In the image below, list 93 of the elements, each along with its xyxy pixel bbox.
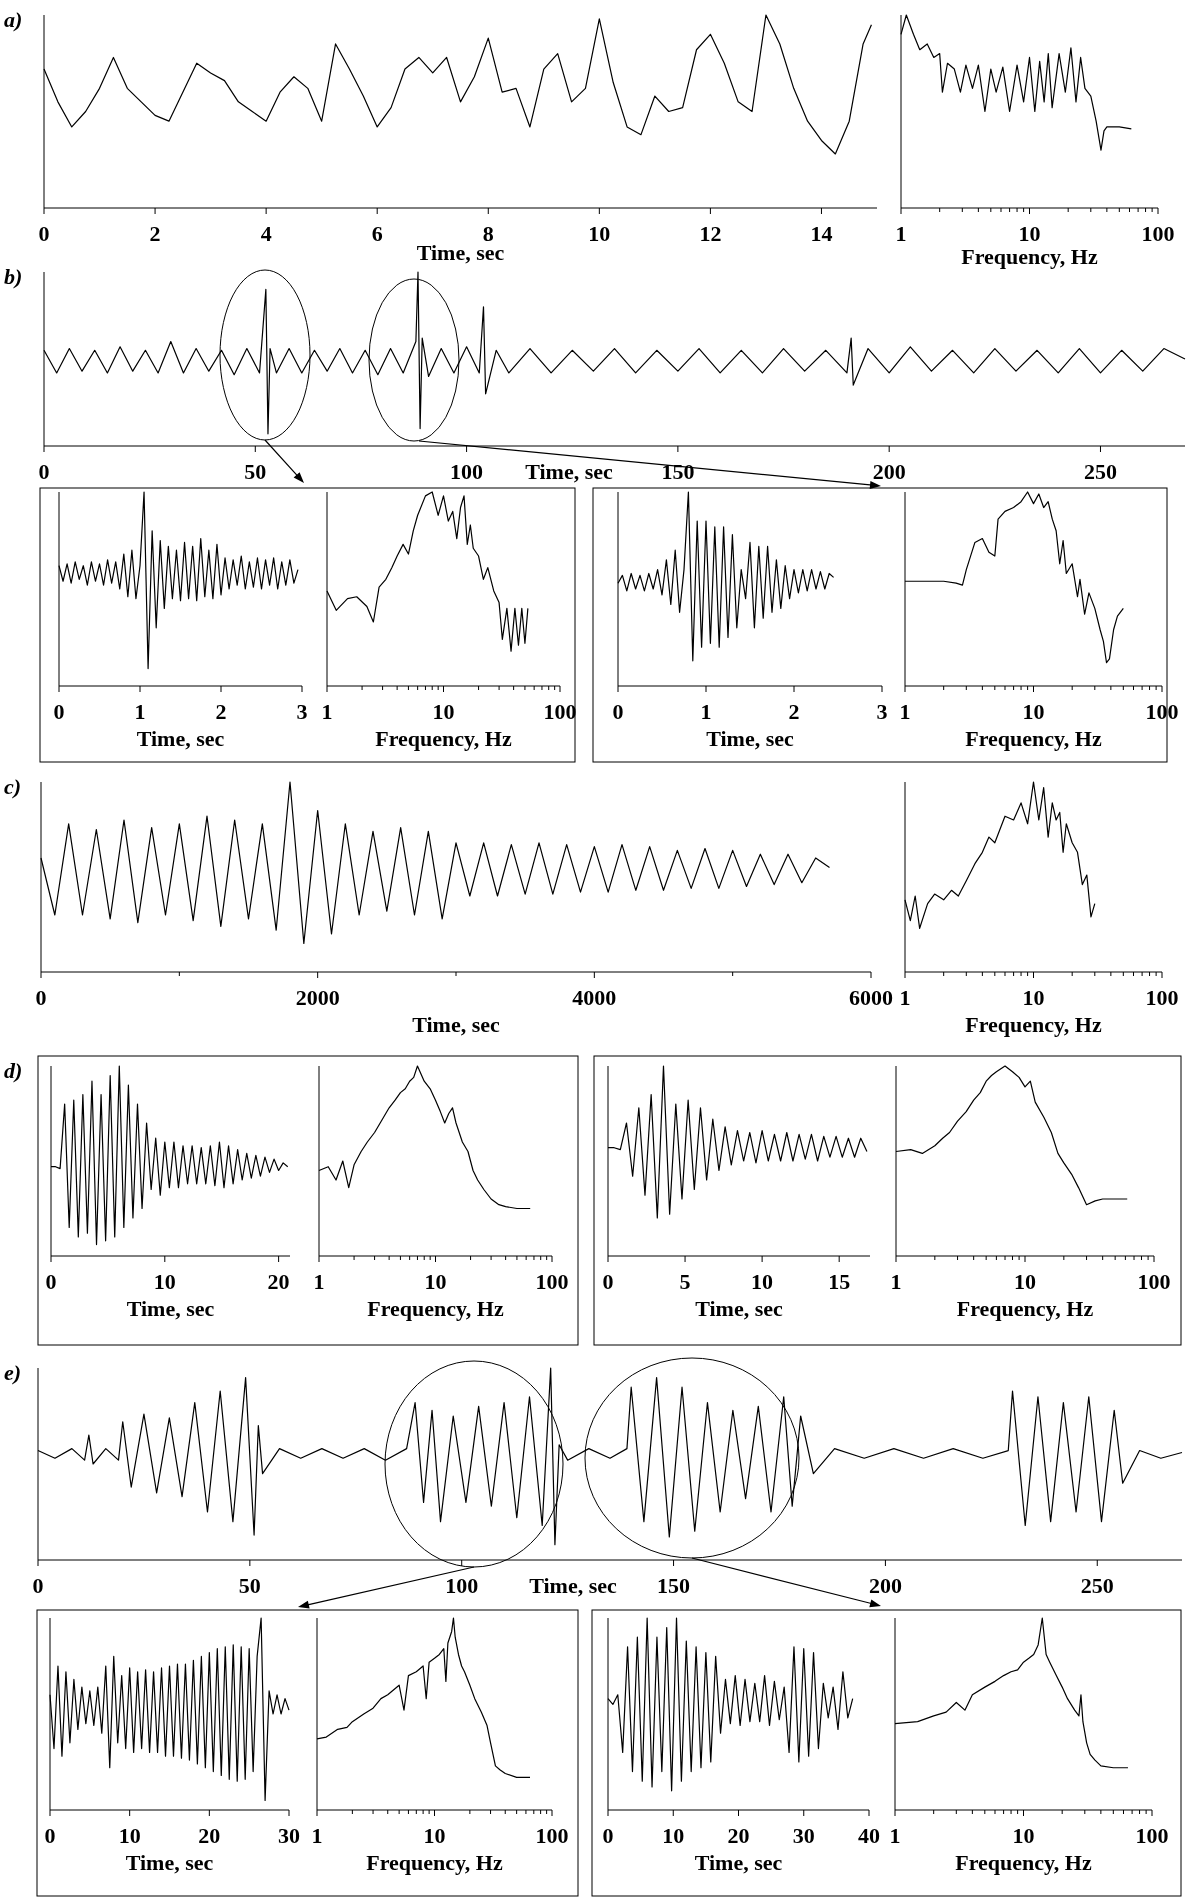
x-tick-label: 100	[535, 1269, 569, 1294]
chart-title: b)	[4, 264, 23, 289]
x-tick-label: 0	[32, 1573, 44, 1598]
x-tick-label: 1	[700, 699, 712, 724]
chart-title: c)	[4, 774, 22, 799]
x-axis-title: Frequency, Hz	[375, 726, 512, 751]
x-tick-label: 1	[321, 699, 333, 724]
x-tick-label: 100	[1141, 221, 1175, 246]
x-axis-title: Frequency, Hz	[956, 1296, 1094, 1321]
x-tick-label: 10	[751, 1269, 774, 1294]
x-tick-label: 100	[1135, 1823, 1169, 1848]
x-tick-label: 10	[1022, 699, 1045, 724]
x-tick-label: 3	[876, 699, 888, 724]
x-tick-label: 6	[371, 221, 383, 246]
x-tick-label: 0	[53, 699, 65, 724]
x-tick-label: 5	[679, 1269, 691, 1294]
x-axis-title: Frequency, Hz	[961, 244, 1098, 269]
x-tick-label: 100	[445, 1573, 479, 1598]
x-tick-label: 10	[588, 221, 611, 246]
x-axis-title: Time, sec	[529, 1573, 618, 1598]
x-tick-label: 30	[792, 1823, 815, 1848]
x-tick-label: 10	[424, 1269, 447, 1294]
x-tick-label: 10	[432, 699, 455, 724]
x-tick-label: 4	[260, 221, 272, 246]
x-tick-label: 2	[788, 699, 800, 724]
x-tick-label: 10	[1014, 1269, 1036, 1294]
x-tick-label: 50	[238, 1573, 261, 1598]
x-tick-label: 1	[313, 1269, 325, 1294]
x-tick-label: 40	[858, 1823, 880, 1848]
x-tick-label: 0	[38, 459, 50, 484]
x-tick-label: 200	[868, 1573, 902, 1598]
x-tick-label: 1	[890, 1269, 902, 1294]
x-axis-title: Time, sec	[694, 1850, 783, 1875]
x-tick-label: 30	[278, 1823, 300, 1848]
x-tick-label: 20	[727, 1823, 750, 1848]
x-axis-title: Frequency, Hz	[965, 1012, 1102, 1037]
x-tick-label: 1	[895, 221, 907, 246]
x-tick-label: 10	[1018, 221, 1041, 246]
x-tick-label: 0	[44, 1823, 56, 1848]
x-tick-label: 10	[118, 1823, 141, 1848]
x-axis-title: Frequency, Hz	[367, 1296, 504, 1321]
x-tick-label: 250	[1083, 459, 1117, 484]
x-tick-label: 1	[311, 1823, 323, 1848]
x-tick-label: 1	[889, 1823, 901, 1848]
x-tick-label: 200	[872, 459, 906, 484]
x-tick-label: 1	[899, 985, 911, 1010]
x-tick-label: 14	[810, 221, 833, 246]
x-axis-title: Time, sec	[525, 459, 614, 484]
x-tick-label: 2	[149, 221, 161, 246]
x-tick-label: 20	[267, 1269, 290, 1294]
x-tick-label: 250	[1080, 1573, 1114, 1598]
x-tick-label: 15	[828, 1269, 851, 1294]
x-axis-title: Time, sec	[695, 1296, 784, 1321]
x-tick-label: 2	[215, 699, 227, 724]
x-tick-label: 150	[661, 459, 695, 484]
x-tick-label: 3	[296, 699, 308, 724]
x-tick-label: 0	[38, 221, 50, 246]
x-tick-label: 10	[1022, 985, 1045, 1010]
x-tick-label: 12	[699, 221, 722, 246]
x-tick-label: 20	[198, 1823, 221, 1848]
x-tick-label: 150	[657, 1573, 691, 1598]
x-tick-label: 10	[1012, 1823, 1035, 1848]
x-axis-title: Frequency, Hz	[955, 1850, 1092, 1875]
x-tick-label: 100	[1145, 985, 1179, 1010]
chart-title: d)	[4, 1058, 23, 1083]
x-tick-label: 1	[134, 699, 146, 724]
x-axis-title: Time, sec	[412, 1012, 501, 1037]
x-tick-label: 10	[153, 1269, 176, 1294]
x-tick-label: 0	[45, 1269, 57, 1294]
x-tick-label: 0	[612, 699, 624, 724]
x-tick-label: 6000	[849, 985, 893, 1010]
x-tick-label: 10	[662, 1823, 685, 1848]
x-axis-title: Frequency, Hz	[965, 726, 1102, 751]
x-tick-label: 50	[244, 459, 267, 484]
x-axis-title: Time, sec	[125, 1850, 214, 1875]
x-tick-label: 100	[450, 459, 484, 484]
x-tick-label: 10	[423, 1823, 446, 1848]
x-tick-label: 100	[543, 699, 577, 724]
x-axis-title: Time, sec	[126, 1296, 215, 1321]
x-axis-title: Time, sec	[136, 726, 225, 751]
x-tick-label: 0	[35, 985, 47, 1010]
chart-title: a)	[4, 7, 23, 32]
x-tick-label: 0	[602, 1823, 614, 1848]
x-tick-label: 100	[535, 1823, 569, 1848]
x-tick-label: 100	[1137, 1269, 1171, 1294]
x-axis-title: Frequency, Hz	[366, 1850, 503, 1875]
x-tick-label: 100	[1145, 699, 1179, 724]
chart-title: e)	[4, 1360, 22, 1385]
x-tick-label: 4000	[572, 985, 617, 1010]
x-tick-label: 1	[899, 699, 911, 724]
x-tick-label: 0	[602, 1269, 614, 1294]
x-tick-label: 2000	[295, 985, 340, 1010]
x-axis-title: Time, sec	[706, 726, 795, 751]
